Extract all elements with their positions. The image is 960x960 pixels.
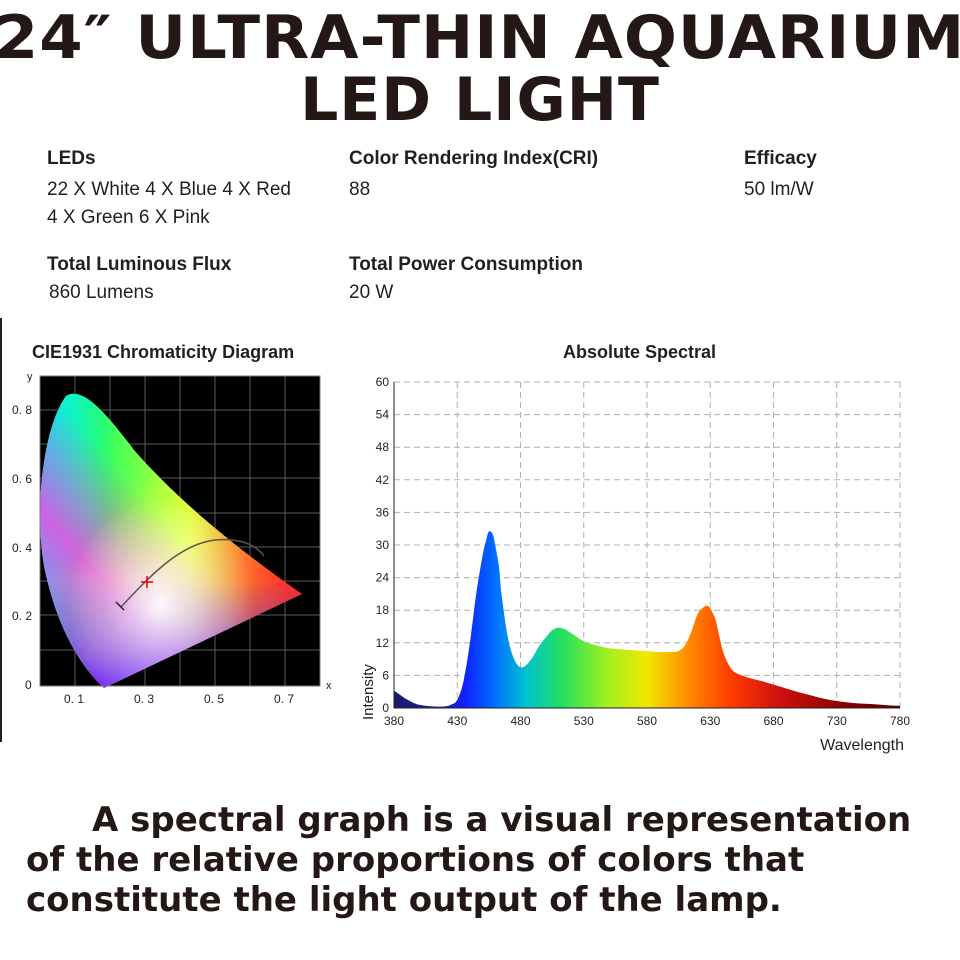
planckian-locus — [120, 538, 265, 608]
locus-end-tick — [115, 601, 125, 611]
leds-label: LEDs — [47, 148, 96, 169]
color-point-marker — [141, 576, 153, 588]
spectral-x-tick: 680 — [763, 714, 783, 728]
spectral-x-tick: 780 — [890, 714, 910, 728]
cri-label: Color Rendering Index(CRI) — [349, 148, 599, 169]
cie-y-tick: 0. 4 — [12, 541, 32, 555]
spectral-x-tick: 630 — [700, 714, 720, 728]
description-text: A spectral graph is a visual representat… — [26, 800, 912, 920]
cri-value: 88 — [349, 179, 371, 200]
spectral-y-tick: 0 — [382, 701, 389, 715]
spectral-x-tick: 380 — [384, 714, 404, 728]
cie-diagram-title: CIE1931 Chromaticity Diagram — [32, 342, 295, 362]
spectral-y-tick: 36 — [376, 505, 390, 519]
spectral-y-tick: 42 — [376, 473, 390, 487]
cie-y-tick: 0. 2 — [12, 609, 32, 623]
spectral-y-tick: 24 — [376, 571, 390, 585]
power-value: 20 W — [349, 282, 394, 303]
spectral-y-tick: 54 — [376, 408, 390, 422]
spectral-chart: 380 430 480 530 580 630 680 730 780 0 6 12 18 24 30 36 4… — [360, 375, 911, 754]
spectral-y-tick: 12 — [376, 636, 390, 650]
efficacy-value: 50 lm/W — [744, 179, 814, 200]
cie-x-axis-label: x — [326, 680, 332, 692]
left-divider — [0, 318, 2, 742]
cie-y-tick: 0 — [25, 678, 32, 692]
spectral-x-tick: 430 — [447, 714, 467, 728]
spectral-x-tick: 730 — [827, 714, 847, 728]
flux-label: Total Luminous Flux — [47, 254, 232, 275]
spectral-x-tick: 530 — [574, 714, 594, 728]
cie-diagram: y x 0. 8 0. 6 0. 4 0. 2 0 0. 1 0. 3 0. 5… — [12, 371, 332, 706]
cie-x-tick: 0. 5 — [204, 692, 224, 706]
spectral-y-tick: 18 — [376, 603, 390, 617]
flux-value: 860 Lumens — [49, 282, 154, 303]
power-label: Total Power Consumption — [349, 254, 583, 275]
spectral-curve — [394, 531, 900, 708]
spectral-description: A spectral graph is a visual representat… — [26, 800, 926, 920]
page-title-line1: 24″ ULTRA-THIN AQUARIUM — [0, 3, 960, 73]
spectral-y-axis-label: Intensity — [360, 664, 377, 720]
spectral-y-tick: 30 — [376, 538, 390, 552]
spectral-x-tick: 580 — [637, 714, 657, 728]
spectral-y-tick: 48 — [376, 440, 390, 454]
efficacy-label: Efficacy — [744, 148, 817, 169]
cie-y-tick: 0. 8 — [12, 403, 32, 417]
spectral-axes: 380 430 480 530 580 630 680 730 780 0 6 12 18 24 30 36 4… — [376, 375, 911, 728]
spectral-y-tick: 6 — [382, 668, 389, 682]
spectral-x-axis-label: Wavelength — [820, 737, 904, 754]
spectral-y-tick: 60 — [376, 375, 390, 389]
page-title-line2: LED LIGHT — [300, 65, 660, 135]
leds-value-line2: 4 X Green 6 X Pink — [47, 207, 210, 228]
spectral-chart-title: Absolute Spectral — [563, 342, 717, 362]
cie-y-axis-label: y — [27, 371, 33, 383]
cie-x-tick: 0. 1 — [64, 692, 84, 706]
cie-x-tick: 0. 7 — [274, 692, 294, 706]
cie-y-tick: 0. 6 — [12, 472, 32, 486]
spectral-x-tick: 480 — [510, 714, 530, 728]
leds-value-line1: 22 X White 4 X Blue 4 X Red — [47, 179, 291, 200]
cie-x-tick: 0. 3 — [134, 692, 154, 706]
